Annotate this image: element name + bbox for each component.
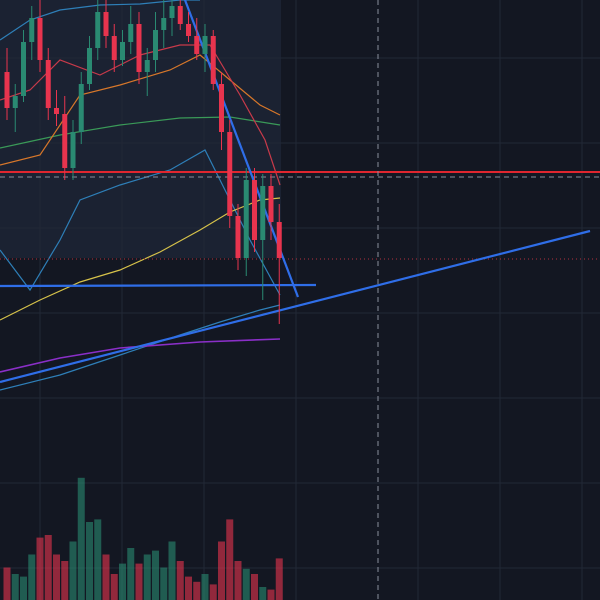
- candle-body: [70, 132, 76, 168]
- candle-body: [103, 12, 109, 36]
- candle-body: [153, 30, 158, 60]
- volume-bar: [53, 554, 60, 600]
- ma-green: [0, 116, 281, 149]
- volume-bar: [201, 574, 209, 600]
- volume-bar: [251, 574, 258, 600]
- candle-body: [54, 108, 59, 114]
- volume-bar: [275, 558, 283, 600]
- volume-bar: [86, 522, 93, 600]
- candle-body: [177, 6, 183, 24]
- volume-bar: [152, 550, 159, 600]
- candle-body: [144, 60, 150, 72]
- candle-body: [260, 186, 266, 240]
- candle-body: [219, 84, 224, 132]
- ma-red: [0, 44, 281, 186]
- candle-body: [252, 180, 257, 240]
- ma-yellow: [0, 197, 281, 321]
- ma-orange: [0, 54, 281, 166]
- candle-body: [4, 72, 10, 108]
- marks: [3, 0, 283, 600]
- volume-bar: [36, 537, 44, 600]
- volume-bar: [209, 584, 217, 600]
- volume-bar: [218, 541, 225, 600]
- candle-body: [12, 96, 18, 108]
- volume-bar: [77, 477, 85, 600]
- candle-body: [227, 132, 233, 216]
- volume-bar: [168, 541, 176, 600]
- candle-body: [161, 18, 167, 30]
- candle-body: [202, 36, 208, 54]
- candle-body: [21, 42, 26, 96]
- candle-body: [62, 114, 68, 168]
- volume-bar: [127, 548, 135, 600]
- candle-body: [120, 42, 125, 60]
- volume-bar: [226, 519, 234, 600]
- volume-bar: [176, 561, 184, 600]
- candle-body: [243, 180, 249, 258]
- volume-bar: [94, 519, 102, 600]
- candle-body: [186, 24, 191, 36]
- volume-bar: [135, 563, 143, 600]
- volume-bar: [61, 561, 69, 600]
- volume-bar: [11, 574, 19, 600]
- candle-body: [235, 216, 241, 258]
- candle-body: [111, 36, 117, 60]
- volume-bar: [28, 554, 36, 600]
- volume-bar: [3, 567, 11, 600]
- candle-body: [29, 18, 35, 42]
- candle-body: [210, 36, 216, 84]
- volume-bar: [20, 576, 27, 600]
- candle-body: [87, 48, 92, 84]
- volume-bar: [143, 554, 151, 600]
- candle-body: [37, 18, 43, 60]
- candle-body: [268, 186, 274, 222]
- volume-bar: [110, 574, 118, 600]
- volume-bar: [44, 535, 52, 600]
- volume-bar: [193, 581, 201, 600]
- support-line: [0, 283, 317, 288]
- volume-bar: [69, 541, 77, 600]
- volume-bar: [234, 561, 242, 600]
- candle-body: [128, 24, 134, 42]
- ma-purple: [0, 338, 281, 373]
- candle-body: [45, 60, 51, 108]
- candle-body: [169, 6, 175, 18]
- candle-body: [194, 36, 200, 54]
- volume-bar: [259, 587, 267, 600]
- volume-bar: [185, 576, 192, 600]
- volume-bar: [119, 563, 126, 600]
- candle-body: [276, 222, 282, 258]
- volume-bar: [267, 589, 275, 600]
- candle-body: [95, 12, 101, 48]
- volume-bar: [242, 568, 250, 600]
- volume-bar: [102, 554, 110, 600]
- candle-body: [78, 84, 84, 132]
- volume-bar: [160, 567, 168, 600]
- trend-line: [0, 229, 591, 384]
- candle-body: [136, 24, 142, 72]
